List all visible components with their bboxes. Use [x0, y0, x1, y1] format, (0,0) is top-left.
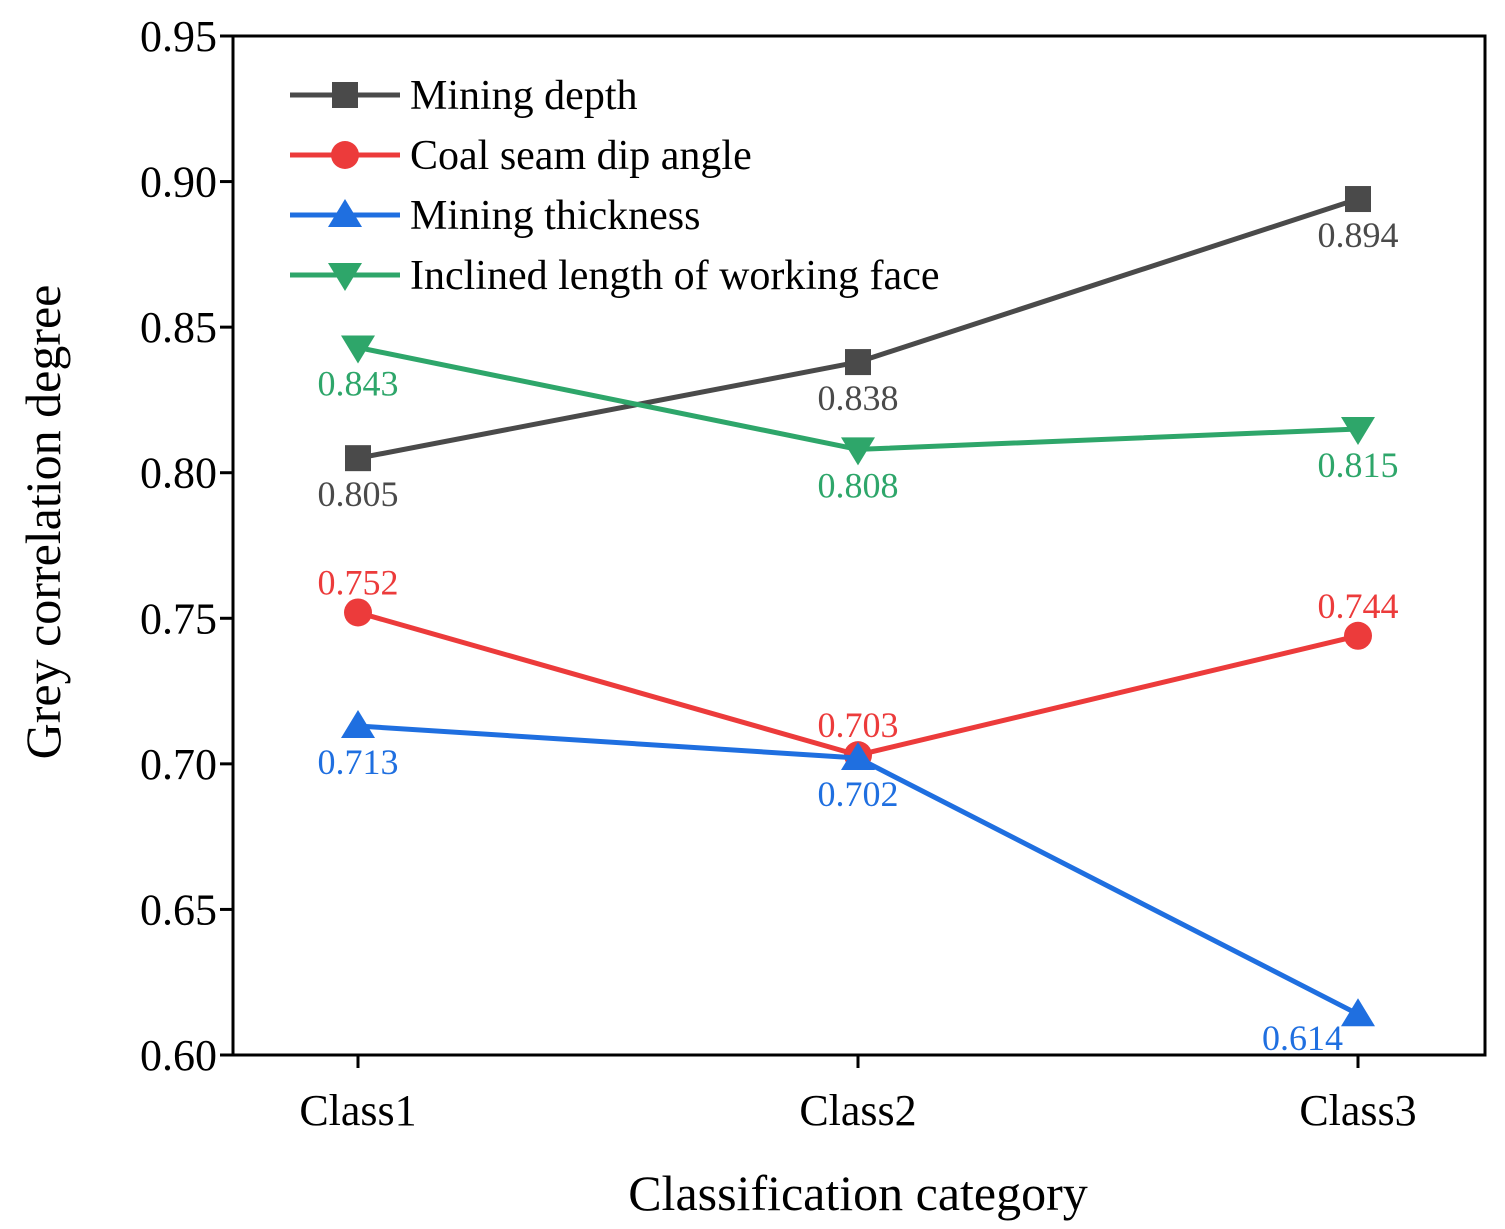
legend-marker-mining-depth	[332, 82, 358, 108]
marker-mining-thickness-class2	[841, 742, 875, 771]
data-label-coal-seam-dip-angle-class1: 0.752	[318, 562, 399, 602]
marker-mining-depth-class2	[845, 349, 871, 376]
series-lines	[341, 186, 1375, 1027]
marker-mining-depth-class3	[1345, 186, 1371, 213]
data-labels: 0.805 0.838 0.894 0.752 0.703 0.744 0.713 0.702…	[318, 215, 1399, 1058]
data-label-inclined-length-of-working-face-class1: 0.843	[318, 364, 399, 404]
x-axis-title: Classification category	[628, 1165, 1088, 1221]
y-tick-label-1: 0.65	[140, 885, 217, 934]
y-tick-label-3: 0.75	[140, 594, 217, 643]
y-tick-label-2: 0.70	[140, 740, 217, 789]
marker-coal-seam-dip-angle-class1	[344, 598, 372, 627]
x-tick-label-class1: Class1	[299, 1086, 416, 1135]
marker-inclined-length-of-working-face-class1	[341, 335, 375, 364]
y-axis-title: Grey correlation degree	[15, 285, 71, 760]
y-tick-label-4: 0.80	[140, 449, 217, 498]
legend-item-coal-seam-dip-angle: Coal seam dip angle	[290, 133, 752, 179]
y-tick-label-5: 0.85	[140, 303, 217, 352]
data-label-mining-depth-class1: 0.805	[318, 474, 399, 514]
marker-mining-thickness-class3	[1341, 998, 1375, 1027]
data-label-inclined-length-of-working-face-class2: 0.808	[818, 465, 899, 505]
y-tick-label-7: 0.95	[140, 12, 217, 61]
y-tick-label-0: 0.60	[140, 1031, 217, 1080]
plot-frame	[231, 34, 1487, 1057]
legend-label-inclined-length-of-working-face: Inclined length of working face	[410, 253, 939, 299]
series-inclined-length-of-working-face	[341, 335, 1375, 466]
legend-marker-mining-thickness	[328, 199, 362, 227]
data-label-coal-seam-dip-angle-class3: 0.744	[1318, 586, 1399, 626]
legend-item-mining-depth: Mining depth	[290, 73, 638, 119]
marker-inclined-length-of-working-face-class2	[841, 437, 875, 466]
series-mining-thickness	[341, 710, 1375, 1027]
legend-label-coal-seam-dip-angle: Coal seam dip angle	[410, 133, 752, 179]
legend-item-mining-thickness: Mining thickness	[290, 193, 701, 239]
series-mining-depth	[345, 186, 1371, 472]
marker-mining-thickness-class1	[341, 710, 375, 739]
data-label-mining-depth-class2: 0.838	[818, 378, 899, 418]
legend-label-mining-depth: Mining depth	[410, 73, 638, 119]
data-label-inclined-length-of-working-face-class3: 0.815	[1318, 445, 1399, 485]
data-label-mining-thickness-class1: 0.713	[318, 742, 399, 782]
marker-inclined-length-of-working-face-class3	[1341, 417, 1375, 446]
data-label-mining-thickness-class3: 0.614	[1262, 1018, 1343, 1058]
legend-label-mining-thickness: Mining thickness	[410, 193, 701, 239]
data-label-mining-depth-class3: 0.894	[1318, 215, 1399, 255]
marker-coal-seam-dip-angle-class3	[1344, 621, 1372, 650]
y-tick-label-6: 0.90	[140, 158, 217, 207]
legend-marker-inclined-length-of-working-face	[328, 263, 362, 291]
legend: Mining depth Coal seam dip angle Mining th…	[290, 73, 939, 299]
data-label-coal-seam-dip-angle-class2: 0.703	[818, 705, 899, 745]
x-tick-label-class2: Class2	[799, 1086, 916, 1135]
legend-marker-coal-seam-dip-angle	[331, 141, 359, 169]
axes: 0.60 0.65 0.70 0.75 0.80 0.85 0.90 0.95 Class1 Cl…	[140, 12, 1487, 1135]
marker-mining-depth-class1	[345, 445, 371, 472]
x-tick-label-class3: Class3	[1299, 1086, 1416, 1135]
legend-item-inclined-length-of-working-face: Inclined length of working face	[290, 253, 939, 299]
data-label-mining-thickness-class2: 0.702	[818, 774, 899, 814]
